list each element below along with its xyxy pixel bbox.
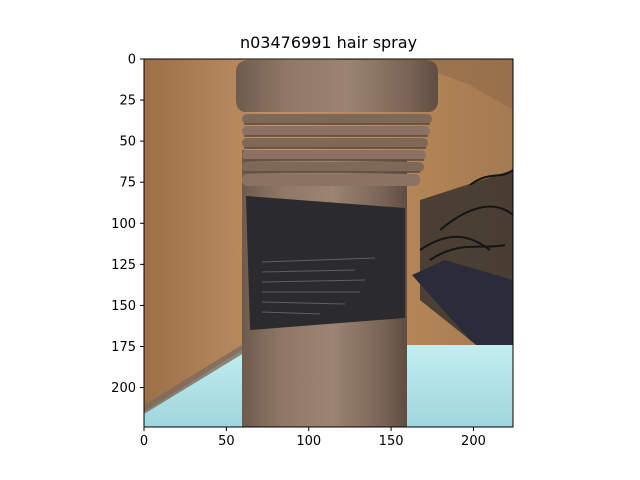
y-tick-label: 150 bbox=[111, 299, 136, 314]
floor-edge bbox=[144, 340, 262, 414]
can-cap-top bbox=[236, 60, 438, 112]
axes-frame bbox=[143, 58, 514, 428]
wall-shadow bbox=[330, 59, 513, 110]
y-tick-label: 75 bbox=[119, 176, 136, 191]
cables bbox=[419, 169, 513, 261]
x-tick-label: 50 bbox=[218, 434, 235, 449]
y-tick-label: 100 bbox=[111, 217, 136, 232]
x-tick-label: 100 bbox=[296, 434, 321, 449]
y-axis: 0 25 50 75 100 125 150 175 200 bbox=[111, 53, 144, 396]
can-ridges bbox=[242, 114, 432, 186]
x-tick-label: 200 bbox=[461, 434, 486, 449]
y-tick-label: 200 bbox=[111, 381, 136, 396]
label-text-lines bbox=[261, 257, 376, 315]
y-tick-label: 175 bbox=[111, 340, 136, 355]
x-tick-label: 150 bbox=[379, 434, 404, 449]
x-tick-label: 0 bbox=[140, 434, 148, 449]
y-tick-label: 50 bbox=[119, 135, 136, 150]
photo bbox=[144, 59, 513, 427]
x-axis: 0 50 100 150 200 bbox=[140, 427, 486, 449]
can-label bbox=[246, 196, 405, 330]
y-tick-label: 0 bbox=[128, 53, 136, 68]
y-tick-label: 25 bbox=[119, 94, 136, 109]
plot-title: n03476991 hair spray bbox=[239, 33, 418, 52]
y-tick-label: 125 bbox=[111, 258, 136, 273]
